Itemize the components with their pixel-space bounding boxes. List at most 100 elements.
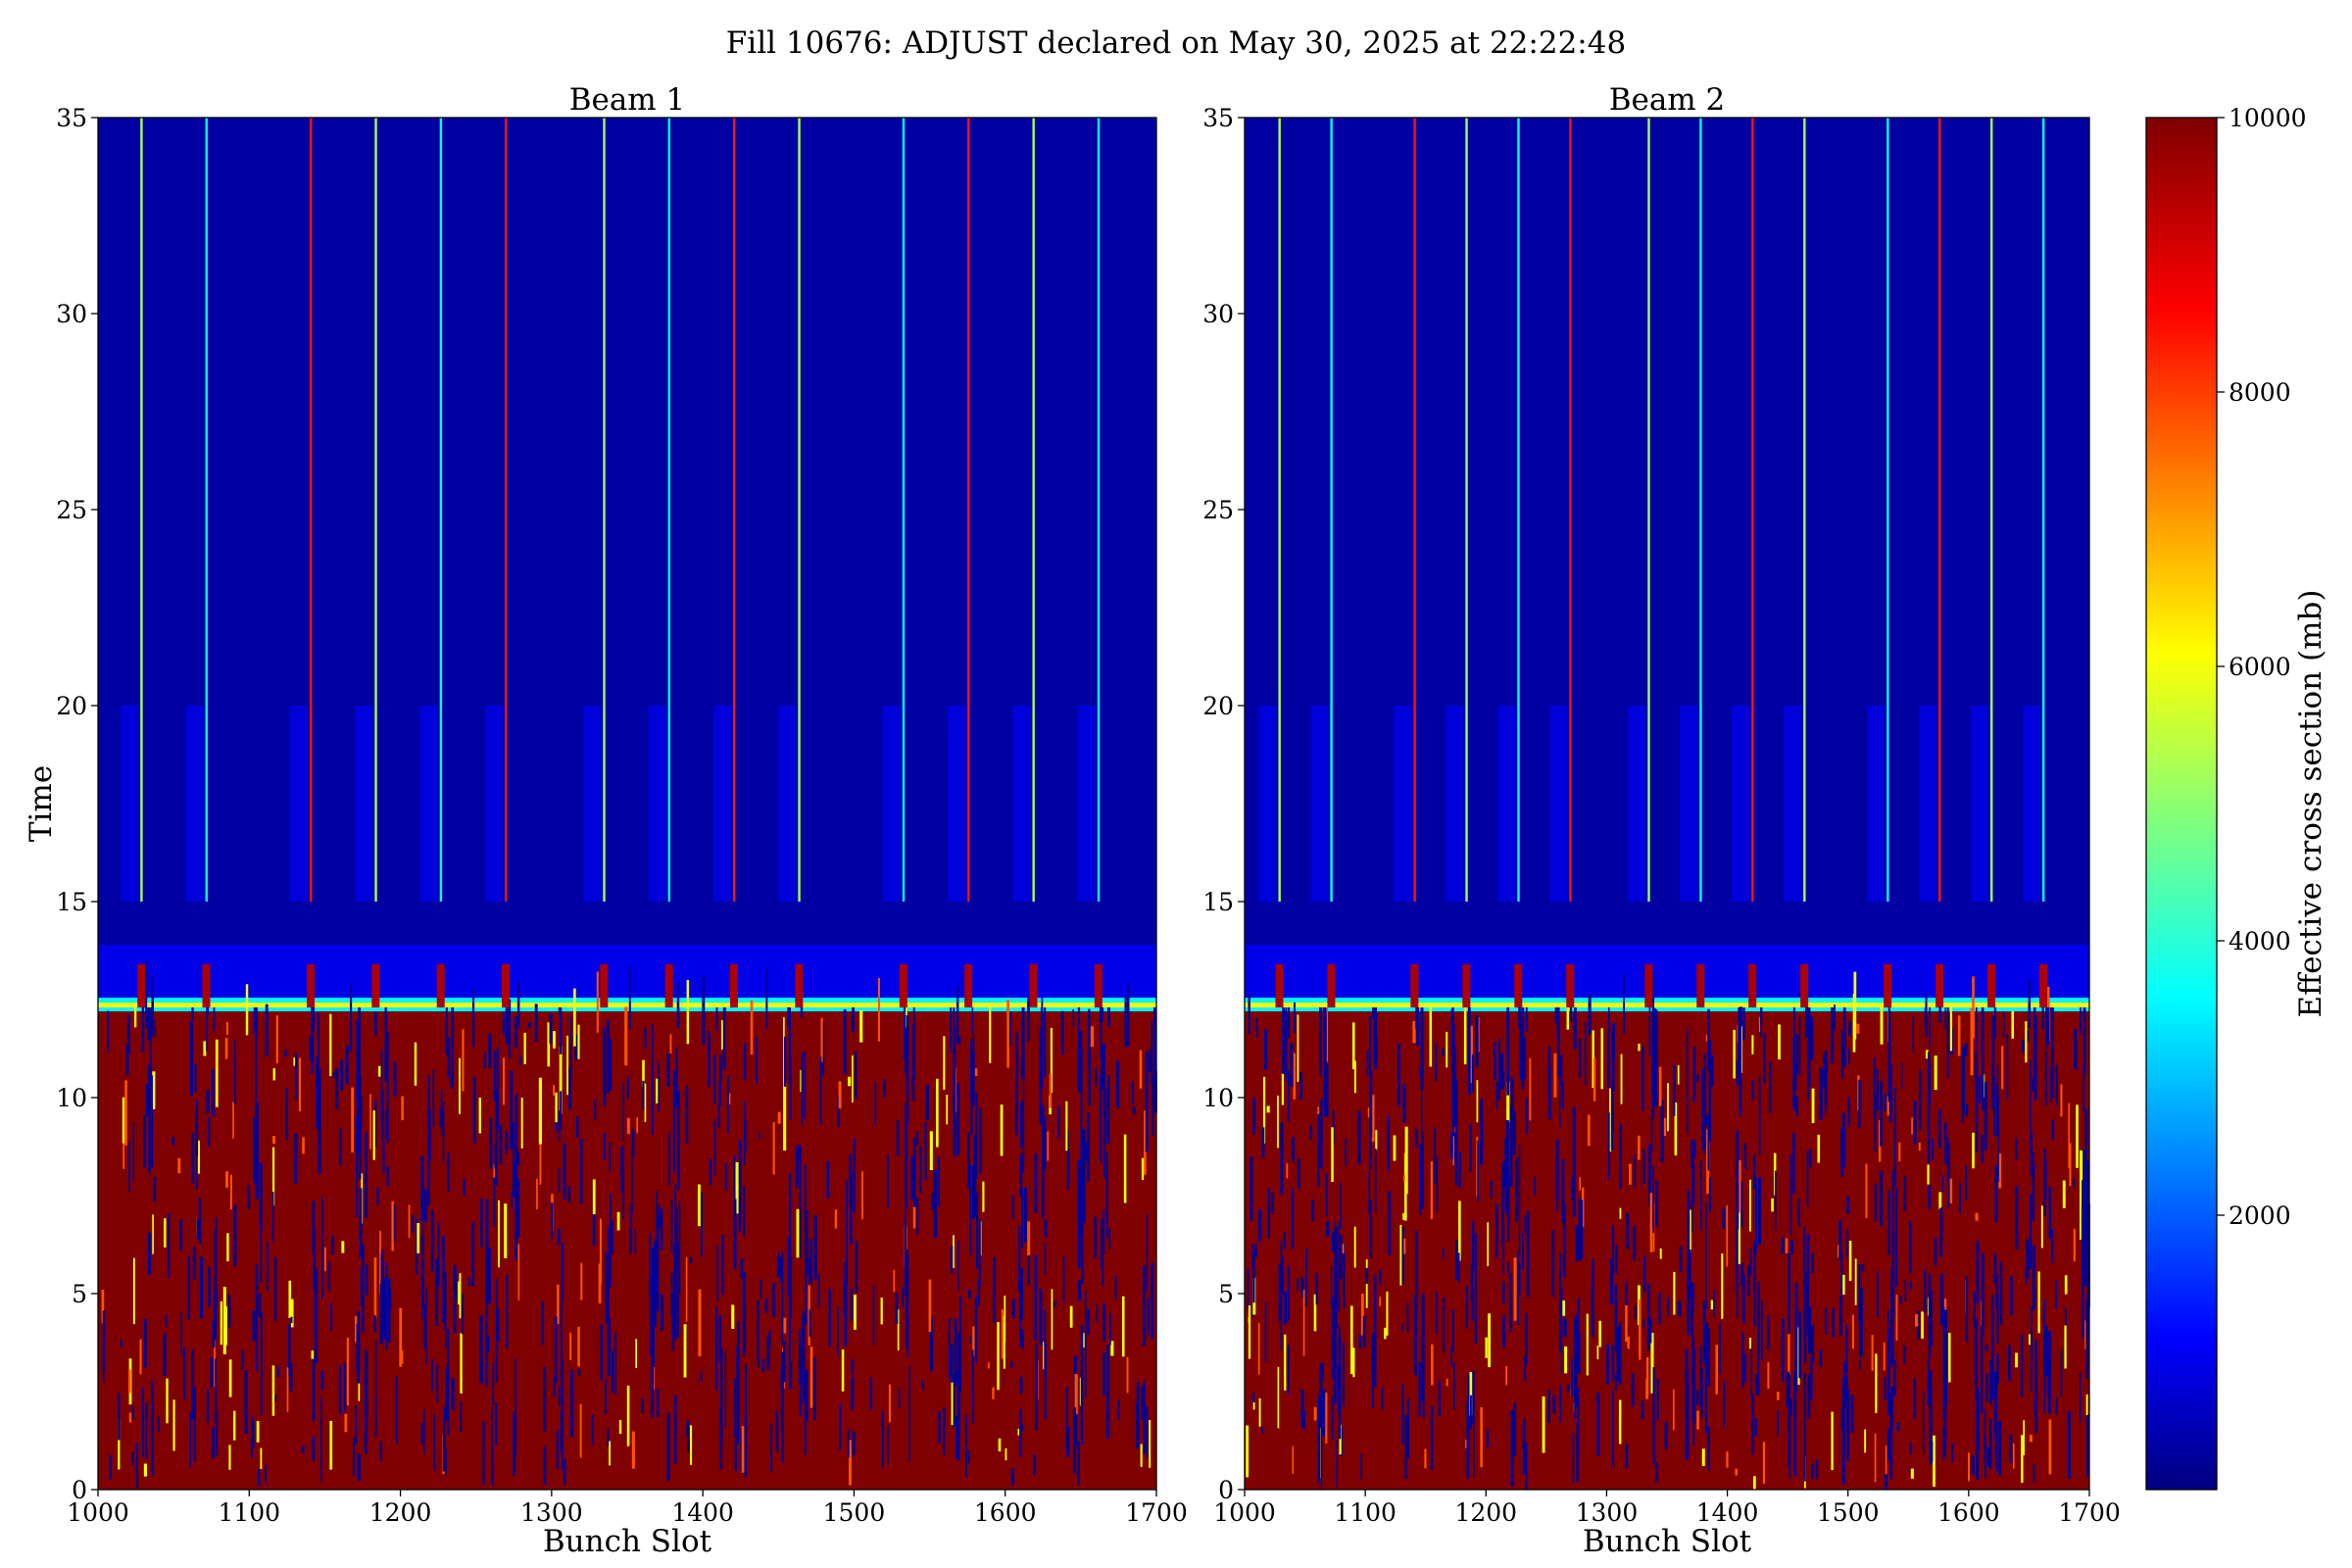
heatmap-cell <box>139 1339 142 1375</box>
heatmap-cell <box>1292 1446 1295 1474</box>
heatmap-cell <box>1639 1298 1642 1360</box>
heatmap-cell <box>1434 1127 1437 1184</box>
heatmap-cell <box>1288 1070 1290 1122</box>
heatmap-cell <box>1453 1046 1457 1127</box>
heatmap-cell <box>1094 964 1102 1007</box>
heatmap-cell <box>1927 1358 1931 1405</box>
heatmap-cell <box>1991 1295 1994 1399</box>
heatmap-cell <box>1586 1313 1589 1376</box>
heatmap-cell <box>1278 1264 1282 1322</box>
heatmap-cell <box>631 1128 635 1157</box>
heatmap-cell <box>1101 1045 1103 1090</box>
heatmap-streak <box>1990 118 1993 902</box>
heatmap-cell <box>1019 1408 1022 1458</box>
heatmap-cell <box>1947 1143 1950 1207</box>
heatmap-cell <box>1288 1345 1290 1395</box>
heatmap-cell <box>1287 1265 1291 1321</box>
heatmap-cell <box>211 1069 215 1117</box>
heatmap-cell <box>1317 1115 1320 1187</box>
heatmap-cell <box>1566 1384 1570 1394</box>
heatmap-cell <box>893 1269 896 1293</box>
heatmap-cell <box>302 1137 305 1154</box>
heatmap-cell <box>1692 1047 1696 1103</box>
heatmap-cell <box>1258 1397 1261 1427</box>
heatmap-cell <box>1874 1092 1877 1152</box>
heatmap-cell <box>1760 1007 1762 1038</box>
beam-1-plot-frame <box>97 117 1157 1491</box>
heatmap-cell <box>1674 1102 1678 1156</box>
heatmap-cell <box>677 1007 680 1023</box>
heatmap-cell <box>1126 1356 1129 1394</box>
heatmap-cell <box>954 1317 957 1386</box>
heatmap-cell <box>1873 1056 1876 1117</box>
heatmap-cell <box>1450 1133 1453 1159</box>
heatmap-cell <box>234 1040 236 1105</box>
heatmap-cell <box>1875 1353 1878 1413</box>
heatmap-cell <box>1693 1140 1696 1158</box>
heatmap-cell <box>485 1211 488 1314</box>
heatmap-cell <box>1299 1072 1303 1101</box>
heatmap-cell <box>193 1387 196 1411</box>
heatmap-cell <box>1365 1267 1368 1284</box>
heatmap-cell <box>1477 1140 1479 1202</box>
heatmap-cell <box>1850 1395 1854 1434</box>
heatmap-glow <box>1258 706 1277 902</box>
heatmap-cell <box>969 1164 972 1255</box>
heatmap-cell <box>676 1242 679 1338</box>
heatmap-cell <box>1104 1087 1107 1145</box>
beam-2-title: Beam 2 <box>1609 82 1726 118</box>
heatmap-cell <box>1893 1087 1896 1187</box>
heatmap-cell <box>804 1164 807 1221</box>
heatmap-cell <box>1742 1007 1745 1041</box>
heatmap-cell <box>669 1034 672 1054</box>
heatmap-cell <box>1039 1288 1043 1346</box>
heatmap-cell <box>1691 1168 1694 1207</box>
heatmap-cell <box>1699 1160 1702 1231</box>
heatmap-cell <box>1797 1199 1800 1227</box>
heatmap-cell <box>1333 1376 1337 1396</box>
heatmap-cell <box>126 1014 130 1054</box>
heatmap-glow <box>2022 706 2040 902</box>
heatmap-cell <box>1518 1007 1521 1029</box>
heatmap-cell <box>150 1007 153 1010</box>
heatmap-cell <box>515 1093 518 1201</box>
heatmap-cell <box>1651 1049 1655 1119</box>
beam-2-panel: Beam 2 1000 1100 1200 1300 1400 1500 1600 17000… <box>1202 82 2121 1559</box>
heatmap-cell <box>2044 1051 2047 1106</box>
heatmap-cell <box>1859 1288 1863 1356</box>
heatmap-cell <box>911 1064 915 1102</box>
heatmap-cell <box>919 1145 922 1195</box>
heatmap-cell <box>997 1322 1000 1391</box>
heatmap-cell <box>656 1078 659 1103</box>
heatmap-cell <box>1474 1233 1477 1345</box>
heatmap-cell <box>848 1429 850 1458</box>
heatmap-cell <box>1513 1402 1516 1456</box>
heatmap-cell <box>1758 1076 1761 1155</box>
heatmap-cell <box>2067 1411 2071 1480</box>
heatmap-cell <box>1823 1054 1826 1088</box>
colorbar-frame <box>2145 117 2218 1491</box>
heatmap-cell <box>1114 1275 1117 1300</box>
heatmap-cell <box>2038 964 2047 1007</box>
heatmap-cell <box>1884 1094 1886 1111</box>
x-tick-label: 1500 <box>823 1498 886 1527</box>
heatmap-cell <box>1942 1305 1945 1419</box>
heatmap-cell <box>970 1039 973 1099</box>
x-tick-label: 1100 <box>1334 1498 1396 1527</box>
heatmap-cell <box>674 1184 677 1244</box>
heatmap-cell <box>2055 1280 2057 1309</box>
heatmap-cell <box>1065 1386 1068 1452</box>
heatmap-cell <box>1010 1361 1013 1368</box>
heatmap-cell <box>1078 1280 1081 1301</box>
heatmap-cell <box>713 1054 716 1103</box>
heatmap-cell <box>1247 1268 1250 1309</box>
heatmap-cell <box>1987 964 1996 1007</box>
heatmap-cell <box>916 1198 919 1235</box>
heatmap-cell <box>1506 1082 1510 1123</box>
heatmap-cell <box>1495 1081 1498 1109</box>
heatmap-cell <box>330 1236 334 1255</box>
heatmap-cell <box>569 1015 572 1082</box>
heatmap-cell <box>412 1214 415 1234</box>
heatmap-cell <box>1928 1273 1932 1359</box>
heatmap-cell <box>2023 1420 2025 1456</box>
